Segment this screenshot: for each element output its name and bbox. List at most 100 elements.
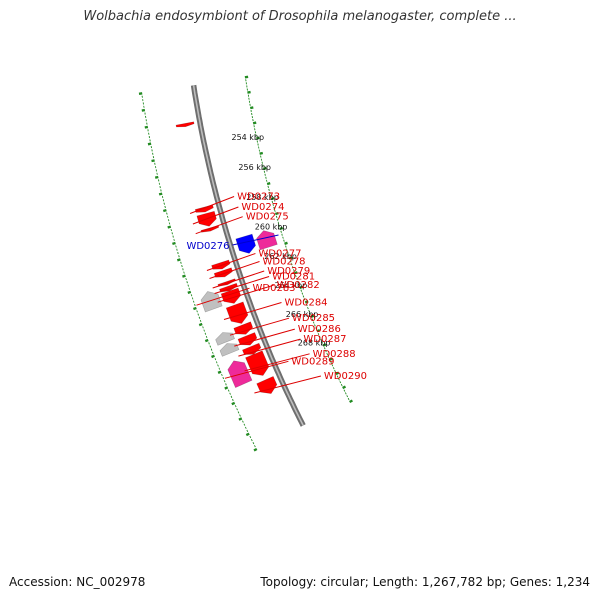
ruler-right-tick <box>151 159 155 163</box>
ruler-right-tick <box>211 354 215 359</box>
ruler-left-tick <box>316 328 321 333</box>
ruler-left-tick <box>270 196 275 201</box>
gene-label[interactable]: WD0275 <box>246 212 289 223</box>
gene-label[interactable]: WD0284 <box>285 298 328 309</box>
ruler-left-tick <box>249 106 254 110</box>
ruler-right-tick <box>217 370 222 374</box>
gene-label-leader <box>254 375 322 394</box>
ruler-right-tick <box>167 225 172 229</box>
gene-arrow[interactable] <box>175 121 195 128</box>
ruler-right-tick <box>172 241 176 246</box>
gene-label[interactable]: WD0285 <box>292 313 335 324</box>
ruler-left-tick <box>262 166 267 171</box>
ruler-left-tick <box>247 90 251 94</box>
gene-label[interactable]: WD0290 <box>324 371 367 382</box>
ruler-right-tick <box>198 322 203 327</box>
gene-label-leader <box>224 360 289 379</box>
gene-label-leader <box>238 338 301 357</box>
ruler-left-tick <box>284 241 288 245</box>
ruler-left-tick <box>299 285 304 290</box>
ruler-right-tick <box>138 92 143 95</box>
ruler-right-tick <box>245 432 250 437</box>
gene-arrow[interactable] <box>256 230 278 251</box>
ruler-right-tick <box>158 192 163 196</box>
gene-arrow[interactable] <box>235 233 256 254</box>
gene-label-leader <box>196 287 250 306</box>
ruler-right-tick <box>141 108 146 112</box>
gene-label-leader <box>217 284 274 303</box>
gene-label-leader <box>214 276 270 294</box>
gene-label-leader <box>232 234 279 246</box>
ruler-right-tick <box>176 258 181 262</box>
axis-layer <box>190 84 306 427</box>
accession-text: Accession: NC_002978 <box>9 575 146 589</box>
kbp-tick-label: 268 kbp <box>298 338 331 347</box>
kbp-tick-label: 260 kbp <box>255 223 288 232</box>
gene-label[interactable]: WD0273 <box>237 192 280 203</box>
kbp-tick-label: 258 kbp <box>246 193 279 202</box>
gene-label-leader <box>209 261 260 279</box>
ruler-right-tick <box>162 208 167 213</box>
gene-label[interactable]: WD0276 <box>186 241 229 252</box>
ruler-left-tick <box>304 300 309 304</box>
ruler-left-tick <box>256 136 260 140</box>
gene-label[interactable]: WD0281 <box>272 272 315 283</box>
gene-label-leader <box>244 353 310 372</box>
backbone-highlight <box>192 85 304 426</box>
kbp-tick-label: 256 kbp <box>238 163 271 172</box>
gene-label[interactable]: WD0277 <box>258 249 301 260</box>
gene-label[interactable]: WD0278 <box>263 257 306 268</box>
tick-layer: 254 kbp 256 kbp 258 kbp 260 kbp 262 kbp 264 k… <box>138 75 353 452</box>
ruler-left-tick <box>342 385 347 390</box>
ruler-left-tick <box>274 211 279 216</box>
gene-arrow[interactable] <box>242 342 262 355</box>
kbp-tick-label: 266 kbp <box>286 310 319 319</box>
ruler-left-tick <box>266 182 271 186</box>
ruler-right-tick <box>187 290 192 295</box>
ruler-right-tick <box>231 401 236 406</box>
ruler-right-tick <box>144 125 149 129</box>
ruler-left-tick <box>310 314 315 319</box>
label-layer: WD0273WD0274WD0275WD0277WD0278WD0279WD02… <box>186 192 367 394</box>
gene-label[interactable]: WD0283 <box>253 283 296 294</box>
gene-arrow[interactable] <box>233 321 254 335</box>
gene-label-leader <box>206 253 256 271</box>
kbp-tick-label: 262 kbp <box>264 252 297 261</box>
gene-label[interactable]: WD0286 <box>298 324 341 335</box>
ruler-left-tick <box>259 151 264 155</box>
ruler-right-tick <box>238 417 243 421</box>
gene-label[interactable]: WD0279 <box>267 266 310 277</box>
kbp-tick-label: 254 kbp <box>231 133 264 142</box>
ruler-left-tick <box>288 256 293 260</box>
gene-label[interactable]: WD0288 <box>313 349 356 360</box>
kbp-tick-label: 264 kbp <box>275 281 308 290</box>
ruler-right-tick <box>147 142 152 146</box>
genome-summary-text: Topology: circular; Length: 1,267,782 bp… <box>260 575 590 589</box>
gene-label-leader <box>189 196 235 214</box>
gene-label-leader <box>234 328 295 347</box>
gene-label-leader <box>223 302 282 320</box>
gene-arrow[interactable] <box>256 376 278 394</box>
gene-label[interactable]: WD0274 <box>241 202 284 213</box>
ruler-right-tick <box>182 274 186 278</box>
gene-arrow[interactable] <box>219 282 238 293</box>
ruler-right-tick <box>204 338 209 343</box>
ruler-right-tick <box>253 447 258 452</box>
ruler-left-tick <box>322 343 327 347</box>
ruler-left-tick <box>252 121 257 125</box>
gene-label-leader <box>229 317 290 336</box>
ruler-left-tick <box>244 75 249 79</box>
gene-label[interactable]: WD0282 <box>277 280 320 291</box>
ruler-left-tick <box>328 357 333 361</box>
gene-arrow[interactable] <box>225 301 249 324</box>
ruler-left-tick <box>279 226 284 231</box>
ruler-right-tick <box>154 175 159 179</box>
gene-label[interactable]: WD0289 <box>291 356 334 367</box>
gene-arrow[interactable] <box>237 332 258 346</box>
gene-label[interactable]: WD0287 <box>303 334 346 345</box>
gene-arrow[interactable] <box>200 291 223 313</box>
ruler-right-tick <box>224 386 229 390</box>
map-title: Wolbachia endosymbiont of Drosophila mel… <box>83 9 517 24</box>
